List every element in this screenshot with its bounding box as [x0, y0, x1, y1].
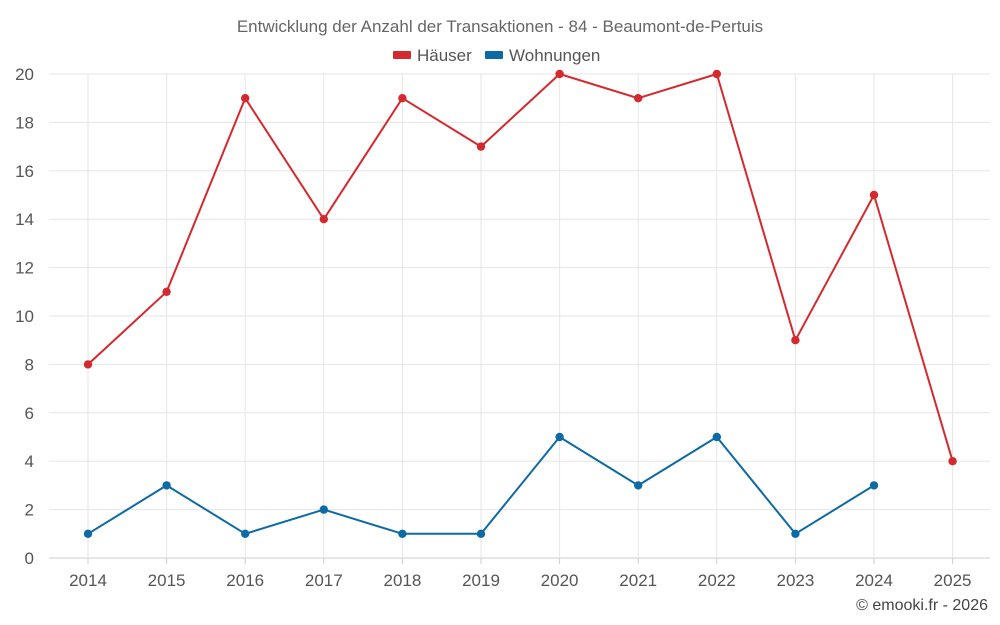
legend-swatch-haeuser [393, 51, 411, 59]
series-group [83, 69, 957, 538]
data-point-wohnungen[interactable] [83, 529, 93, 538]
data-point-wohnungen[interactable] [791, 529, 800, 538]
y-tick-label: 18 [15, 113, 34, 132]
y-tick-label: 10 [15, 307, 34, 326]
data-point-wohnungen[interactable] [319, 505, 328, 514]
y-tick-label: 20 [15, 65, 34, 84]
y-tick-label: 4 [25, 452, 34, 471]
y-tick-label: 6 [25, 404, 34, 423]
data-point-wohnungen[interactable] [712, 432, 721, 442]
y-axis: 0 2 4 6 8 10 12 14 16 18 20 [15, 65, 34, 568]
x-tick-label: 2022 [698, 571, 736, 590]
x-tick-label: 2015 [148, 571, 186, 590]
x-axis: 2014 2015 2016 2017 2018 2019 2020 2021 2022 2023… [69, 558, 972, 590]
x-tick-label: 2020 [541, 571, 579, 590]
data-point-wohnungen[interactable] [869, 481, 879, 490]
legend[interactable]: Häuser Wohnungen [393, 46, 600, 65]
data-point-haeuser[interactable] [398, 94, 407, 103]
data-point-haeuser[interactable] [791, 336, 800, 345]
data-point-haeuser[interactable] [555, 69, 564, 79]
x-tick-label: 2025 [934, 571, 972, 590]
series-line-haeuser [87, 73, 954, 462]
data-point-haeuser[interactable] [712, 69, 721, 79]
data-point-wohnungen[interactable] [241, 529, 250, 538]
data-point-haeuser[interactable] [476, 142, 486, 151]
data-point-wohnungen[interactable] [162, 481, 171, 490]
x-tick-label: 2024 [855, 571, 893, 590]
credit-label: © emooki.fr - 2026 [856, 597, 988, 614]
chart-title: Entwicklung der Anzahl der Transaktionen… [237, 17, 763, 36]
x-tick-label: 2017 [305, 571, 343, 590]
y-tick-label: 8 [25, 355, 34, 374]
data-point-haeuser[interactable] [634, 94, 643, 103]
data-point-haeuser[interactable] [319, 215, 328, 224]
x-tick-label: 2019 [462, 571, 500, 590]
data-point-haeuser[interactable] [869, 190, 879, 200]
data-point-haeuser[interactable] [948, 457, 957, 466]
grid [49, 73, 990, 559]
y-tick-label: 2 [25, 501, 34, 520]
data-point-wohnungen[interactable] [398, 529, 407, 538]
data-point-haeuser[interactable] [241, 94, 250, 103]
data-point-wohnungen[interactable] [634, 481, 643, 490]
legend-label-wohnungen[interactable]: Wohnungen [509, 46, 600, 65]
x-tick-label: 2021 [619, 571, 657, 590]
y-tick-label: 0 [25, 549, 34, 568]
x-tick-label: 2016 [226, 571, 264, 590]
x-tick-label: 2014 [69, 571, 107, 590]
data-point-wohnungen[interactable] [476, 529, 486, 538]
data-point-haeuser[interactable] [83, 360, 93, 369]
data-point-haeuser[interactable] [162, 287, 171, 296]
y-tick-label: 14 [15, 210, 34, 229]
y-tick-label: 12 [15, 259, 34, 278]
x-tick-label: 2018 [383, 571, 421, 590]
data-point-wohnungen[interactable] [555, 432, 564, 442]
legend-swatch-wohnungen [485, 51, 503, 59]
y-tick-label: 16 [15, 162, 34, 181]
legend-label-haeuser[interactable]: Häuser [417, 46, 472, 65]
x-tick-label: 2023 [776, 571, 814, 590]
